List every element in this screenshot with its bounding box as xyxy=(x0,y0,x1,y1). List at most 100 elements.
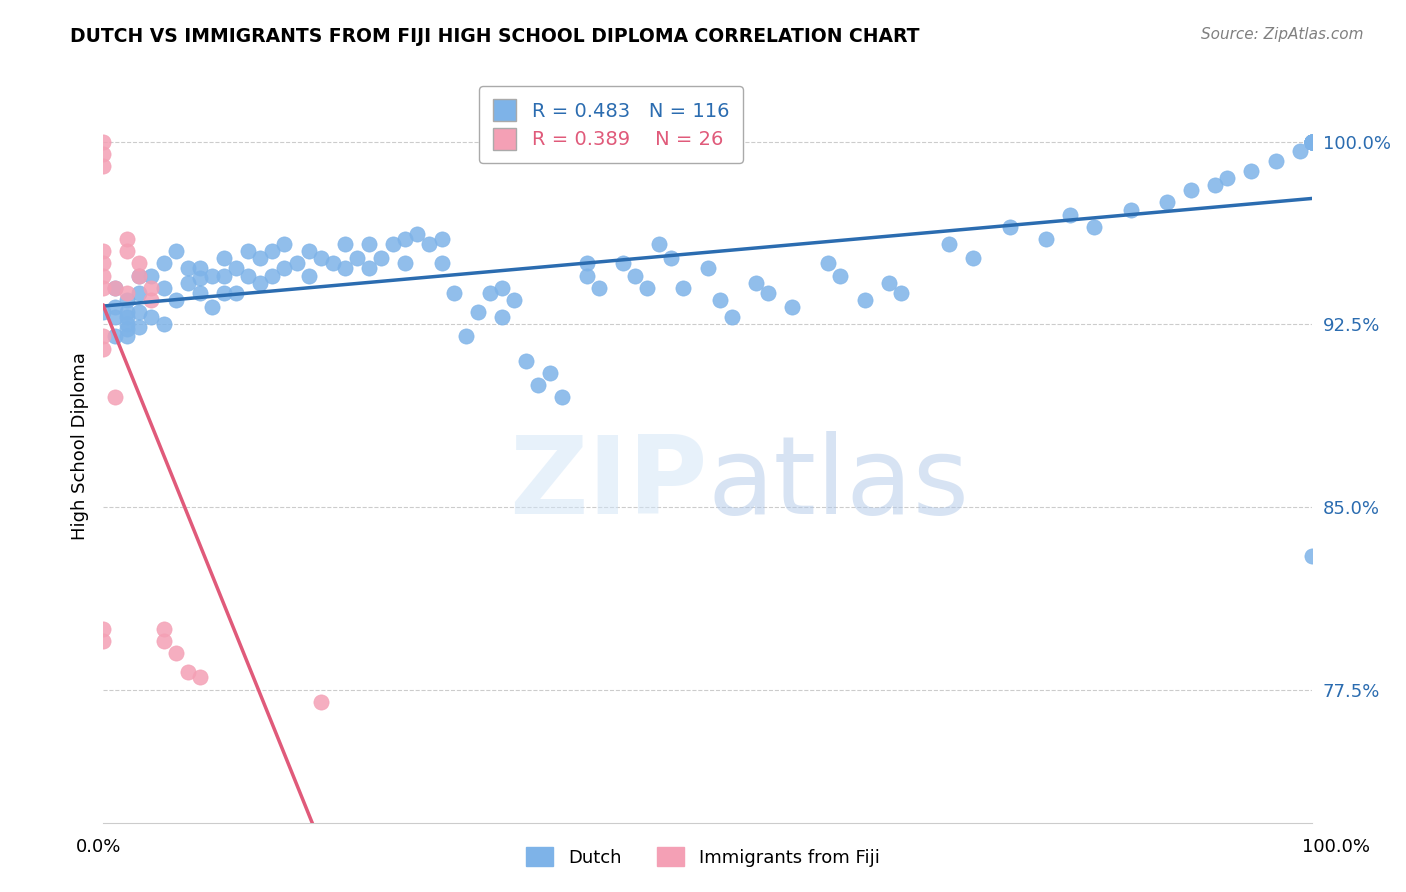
Point xyxy=(188,285,211,300)
Point xyxy=(104,390,127,404)
Text: ZIP: ZIP xyxy=(509,431,707,537)
Point xyxy=(1301,135,1323,149)
Point xyxy=(91,244,114,259)
Point xyxy=(188,670,211,684)
Point xyxy=(1301,135,1323,149)
Point xyxy=(357,261,380,276)
Point xyxy=(262,268,284,283)
Point xyxy=(1301,135,1323,149)
Y-axis label: High School Diploma: High School Diploma xyxy=(72,352,89,540)
Point xyxy=(117,285,139,300)
Point xyxy=(418,236,440,251)
Point xyxy=(491,310,513,324)
Point xyxy=(128,285,150,300)
Point xyxy=(177,261,200,276)
Point xyxy=(128,305,150,319)
Point xyxy=(588,281,610,295)
Point xyxy=(104,281,127,295)
Point xyxy=(527,378,550,392)
Point xyxy=(962,252,984,266)
Point xyxy=(117,310,139,324)
Point xyxy=(104,281,127,295)
Point xyxy=(141,281,163,295)
Point xyxy=(91,342,114,356)
Legend: R = 0.483   N = 116, R = 0.389    N = 26: R = 0.483 N = 116, R = 0.389 N = 26 xyxy=(479,86,742,163)
Point xyxy=(454,329,477,343)
Point xyxy=(177,665,200,680)
Point xyxy=(238,244,260,259)
Point xyxy=(141,268,163,283)
Point xyxy=(346,252,368,266)
Point xyxy=(1301,135,1323,149)
Point xyxy=(298,244,321,259)
Point xyxy=(128,319,150,334)
Point xyxy=(91,305,114,319)
Point xyxy=(1035,232,1057,246)
Point xyxy=(201,268,224,283)
Point xyxy=(1119,202,1142,217)
Point xyxy=(357,236,380,251)
Point xyxy=(467,305,489,319)
Point xyxy=(406,227,429,241)
Point xyxy=(201,300,224,314)
Point xyxy=(1240,163,1263,178)
Point xyxy=(128,256,150,270)
Point xyxy=(575,268,598,283)
Point xyxy=(117,322,139,336)
Point xyxy=(117,232,139,246)
Point xyxy=(1301,549,1323,563)
Point xyxy=(877,276,900,290)
Point xyxy=(998,219,1021,234)
Point xyxy=(1156,195,1178,210)
Point xyxy=(152,317,174,331)
Point xyxy=(636,281,658,295)
Point xyxy=(212,268,235,283)
Point xyxy=(648,236,671,251)
Point xyxy=(262,244,284,259)
Point xyxy=(104,310,127,324)
Point xyxy=(443,285,465,300)
Point xyxy=(128,268,150,283)
Point xyxy=(91,256,114,270)
Point xyxy=(165,646,187,660)
Point xyxy=(1264,154,1286,169)
Point xyxy=(117,317,139,331)
Point xyxy=(249,276,271,290)
Point xyxy=(890,285,912,300)
Point xyxy=(333,236,356,251)
Point xyxy=(225,285,247,300)
Point xyxy=(1301,135,1323,149)
Point xyxy=(478,285,501,300)
Point xyxy=(285,256,308,270)
Point xyxy=(624,268,647,283)
Point xyxy=(117,329,139,343)
Text: 0.0%: 0.0% xyxy=(76,838,121,855)
Point xyxy=(672,281,695,295)
Point xyxy=(177,276,200,290)
Point xyxy=(659,252,682,266)
Point xyxy=(165,244,187,259)
Point xyxy=(249,252,271,266)
Point xyxy=(165,293,187,307)
Point xyxy=(128,268,150,283)
Point xyxy=(117,293,139,307)
Point xyxy=(273,261,295,276)
Point xyxy=(394,256,416,270)
Legend: Dutch, Immigrants from Fiji: Dutch, Immigrants from Fiji xyxy=(519,840,887,874)
Point xyxy=(298,268,321,283)
Point xyxy=(382,236,405,251)
Point xyxy=(1301,135,1323,149)
Point xyxy=(515,353,537,368)
Point xyxy=(188,271,211,285)
Point xyxy=(188,261,211,276)
Point xyxy=(830,268,852,283)
Point xyxy=(1083,219,1105,234)
Point xyxy=(309,252,332,266)
Point xyxy=(1301,135,1323,149)
Point xyxy=(91,268,114,283)
Point xyxy=(491,281,513,295)
Point xyxy=(696,261,718,276)
Point xyxy=(212,252,235,266)
Text: 100.0%: 100.0% xyxy=(1302,838,1369,855)
Point xyxy=(720,310,742,324)
